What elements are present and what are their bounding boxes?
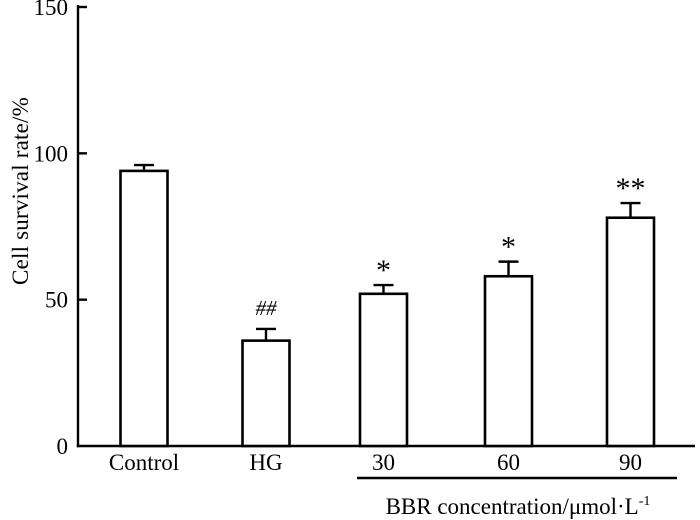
significance-marker: ## — [256, 296, 278, 320]
x-category-label-30: 30 — [372, 450, 395, 475]
y-tick-label: 50 — [45, 288, 68, 313]
x-category-label-hg: HG — [249, 450, 282, 475]
bar-90 — [605, 216, 656, 448]
x-category-label-control: Control — [109, 450, 179, 475]
x-group-label-sup: -1 — [638, 494, 651, 509]
significance-marker: * — [501, 231, 516, 264]
significance-marker: * — [376, 254, 391, 287]
x-group-label: BBR concentration/μmol·L-1 — [357, 494, 679, 520]
y-tick-label: 100 — [34, 141, 69, 166]
y-tick-label: 150 — [34, 0, 69, 20]
y-axis-label: Cell survival rate/% — [8, 97, 33, 285]
x-category-label-90: 90 — [619, 450, 642, 475]
bar-hg — [241, 339, 291, 448]
bar-60 — [483, 274, 534, 448]
bar-control — [119, 169, 169, 448]
x-category-label-60: 60 — [497, 450, 520, 475]
y-tick-label: 0 — [57, 434, 69, 459]
significance-marker: ** — [616, 172, 646, 205]
bar-30 — [358, 292, 409, 448]
x-group-label-text: BBR concentration/μmol·L — [385, 494, 639, 519]
